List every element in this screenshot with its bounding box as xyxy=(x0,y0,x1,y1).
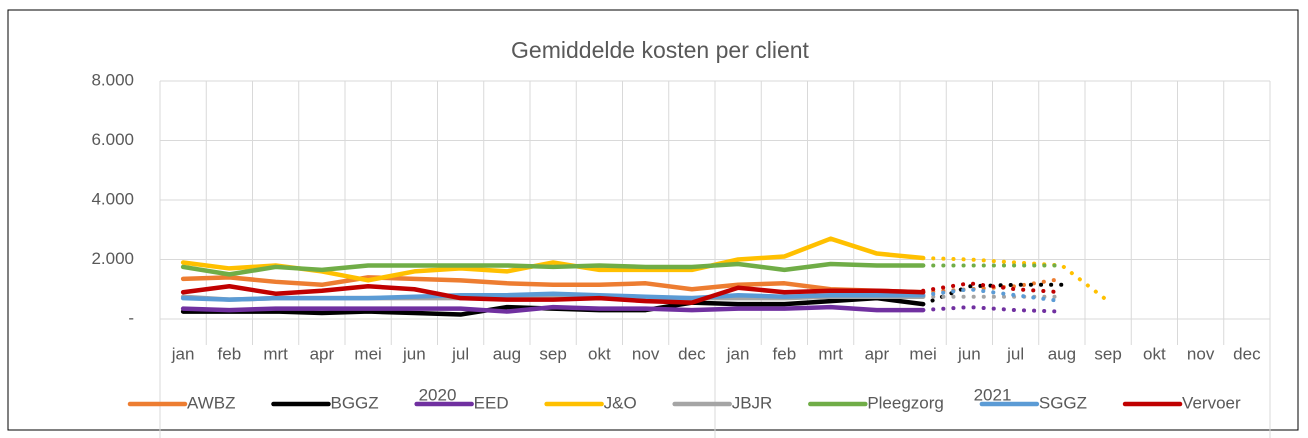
legend-label: J&O xyxy=(604,393,637,412)
x-tick-label: nov xyxy=(1187,344,1215,363)
legend-label: SGGZ xyxy=(1039,393,1087,412)
x-tick-label: dec xyxy=(678,344,706,363)
forecast-line xyxy=(921,281,1064,295)
x-tick-label: feb xyxy=(218,344,242,363)
x-tick-label: dec xyxy=(1233,344,1261,363)
y-tick-label: 8.000 xyxy=(91,70,134,89)
forecast-line xyxy=(921,256,1111,304)
x-tick-label: jan xyxy=(726,344,750,363)
x-tick-label: apr xyxy=(865,344,890,363)
x-tick-label: jun xyxy=(957,344,981,363)
legend-label: BGGZ xyxy=(330,393,378,412)
x-tick-label: jul xyxy=(451,344,469,363)
x-tick-label: nov xyxy=(632,344,660,363)
chart-title: Gemiddelde kosten per client xyxy=(511,37,809,63)
series-line xyxy=(180,261,926,277)
x-tick-label: jun xyxy=(402,344,426,363)
x-tick-label: sep xyxy=(539,344,566,363)
x-tick-label: sep xyxy=(1094,344,1121,363)
series-line xyxy=(180,304,926,314)
y-tick-label: - xyxy=(128,308,134,327)
year-label: 2020 xyxy=(419,385,457,404)
x-tick-label: mrt xyxy=(263,344,288,363)
x-tick-label: okt xyxy=(588,344,611,363)
x-tick-label: aug xyxy=(1048,344,1076,363)
x-tick-label: jan xyxy=(171,344,195,363)
legend-label: AWBZ xyxy=(187,393,235,412)
x-tick-label: mei xyxy=(354,344,381,363)
y-tick-label: 6.000 xyxy=(91,130,134,149)
x-tick-label: aug xyxy=(493,344,521,363)
legend-label: JBJR xyxy=(732,393,773,412)
series-line xyxy=(180,284,926,305)
forecast-line xyxy=(921,287,1064,304)
legend-label: Pleegzorg xyxy=(867,393,944,412)
x-tick-label: feb xyxy=(773,344,797,363)
series-line xyxy=(180,291,926,302)
x-tick-label: okt xyxy=(1143,344,1166,363)
series-line xyxy=(180,275,926,295)
x-tick-label: mei xyxy=(909,344,936,363)
x-tick-label: mrt xyxy=(818,344,843,363)
y-tick-label: 2.000 xyxy=(91,249,134,268)
y-tick-label: 4.000 xyxy=(91,189,134,208)
legend-label: EED xyxy=(474,393,509,412)
x-tick-label: jul xyxy=(1006,344,1024,363)
year-label: 2021 xyxy=(974,385,1012,404)
x-tick-label: apr xyxy=(310,344,335,363)
chart-frame xyxy=(7,9,1299,431)
forecast-line xyxy=(921,305,1064,314)
legend-label: Vervoer xyxy=(1182,393,1241,412)
